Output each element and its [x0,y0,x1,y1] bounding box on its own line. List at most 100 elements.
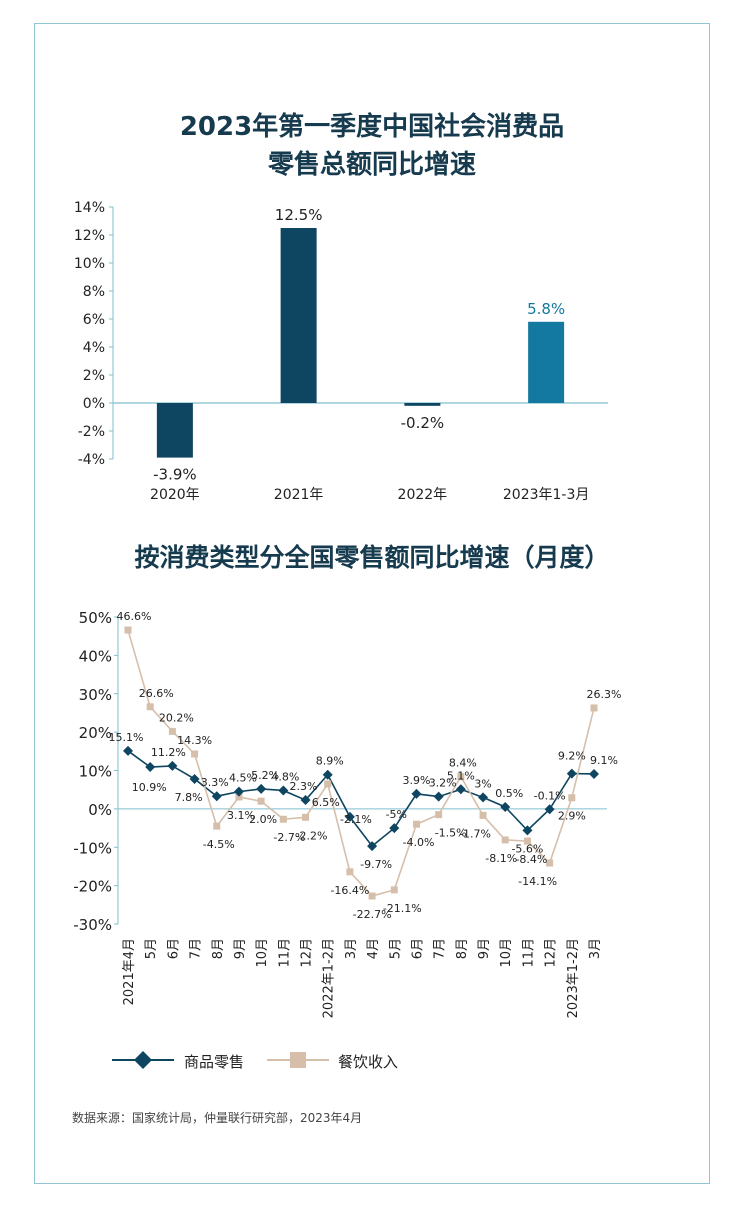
catering-point [146,703,154,711]
bar-value-label: -3.9% [153,466,197,484]
catering-point [568,794,576,802]
catering-point [191,750,199,758]
catering-point [457,773,465,781]
catering-point [279,815,287,823]
bar-chart-title-line-1: 2023年第一季度中国社会消费品 [179,112,565,142]
line-x-tick-label: 8月 [211,938,226,959]
bar-chart: -4% -2% 0% 2% 4% 6% 8% 10% 12% 14% -3.9% 2020年 12.5%… [74,200,608,503]
line-x-tick-label: 2021年4月 [122,938,137,1005]
line-x-tick-label: 5月 [388,938,403,959]
retail-data-label: 0.5% [495,787,523,800]
retail-data-label: 3.2% [429,777,457,790]
retail-data-label: -9.7% [360,858,392,871]
line-x-tick-label: 11月 [277,938,292,968]
line-x-tick-label: 6月 [166,938,181,959]
retail-point [278,785,289,796]
retail-data-label: -5% [386,808,407,821]
bar-y-tick-label: -4% [78,452,105,468]
catering-point [390,886,398,894]
bar [280,228,317,403]
line-x-tick-label: 9月 [233,938,248,959]
line-y-tick-label: 50% [79,609,112,627]
bar-y-tick-label: 10% [74,256,105,272]
retail-data-label: 10.9% [132,781,167,794]
retail-point [189,773,200,784]
line-x-tick-label: 9月 [477,938,492,959]
bar-y-tick-label: 8% [83,284,105,300]
catering-data-label: 2.0% [249,813,277,826]
catering-point [257,797,265,805]
catering-data-label: 6.5% [312,796,340,809]
line-x-tick-label: 8月 [455,938,470,959]
catering-point [479,811,487,819]
legend-diamond-icon [134,1051,152,1069]
catering-point [302,813,310,821]
retail-point [544,804,555,815]
catering-point [590,704,598,712]
retail-point [389,823,400,834]
line-y-tick-label: 10% [79,763,112,781]
catering-data-label: -2.2% [296,829,328,842]
retail-data-label: 9.2% [558,750,586,763]
retail-point [411,788,422,799]
line-chart-title: 按消费类型分全国零售额同比增速（月度） [134,543,610,572]
catering-point [324,780,332,788]
legend-square-icon [290,1052,306,1068]
line-chart: -30% -20% -10% 0% 10% 20% 30% 40% 50% 2021年4月 5月 6月… [73,609,621,1018]
bar [156,403,193,458]
catering-data-label: -4.0% [403,836,435,849]
retail-point [300,795,311,806]
line-x-tick-label: 12月 [544,938,559,968]
bar [404,403,441,406]
retail-point [455,784,466,795]
retail-data-label: 5.1% [447,769,475,782]
catering-data-label: -2.7% [273,831,305,844]
catering-line [127,629,595,897]
catering-point [213,822,221,830]
bar-y-tick-label: 6% [83,312,105,328]
retail-point [233,786,244,797]
bar-y-tick-label: 4% [83,340,105,356]
line-y-tick-label: 20% [79,724,112,742]
catering-data-label: 46.6% [117,610,152,623]
line-x-tick-label: 7月 [189,938,204,959]
retail-data-label: 15.1% [109,731,144,744]
retail-data-label: -5.6% [511,842,543,855]
catering-data-label: 3.1% [227,809,255,822]
line-x-tick-label: 3月 [344,938,359,959]
legend-swatches [112,1051,329,1069]
line-x-tick-label: 5月 [144,938,159,959]
bar-y-tick-label: 14% [74,200,105,216]
catering-data-label: 20.2% [159,711,194,724]
bar-category-label: 2022年 [398,487,448,503]
card-frame [34,23,710,1184]
retail-data-label: 4.8% [271,770,299,783]
retail-point [256,783,267,794]
catering-point [523,837,531,845]
retail-point [500,801,511,812]
retail-data-label: 3% [474,777,491,790]
retail-point [433,791,444,802]
retail-data-label: 11.2% [151,746,186,759]
bar-category-label: 2021年 [274,487,324,503]
line-y-tick-label: -10% [73,839,112,857]
line-x-tick-label: 3月 [588,938,603,959]
retail-point [478,792,489,803]
catering-data-label: -1.7% [459,827,491,840]
catering-data-label: 8.4% [449,757,477,770]
line-x-tick-label: 11月 [521,938,536,968]
bar-value-label: 5.8% [527,300,565,318]
catering-point [235,793,243,801]
line-x-tick-label: 6月 [410,938,425,959]
catering-data-label: -8.1% [485,852,517,865]
bar-y-tick-label: 2% [83,368,105,384]
catering-data-label: 2.9% [558,810,586,823]
bar-value-label: 12.5% [275,206,323,224]
retail-data-label: 8.9% [316,755,344,768]
retail-data-label: 4.5% [229,772,257,785]
retail-point [344,811,355,822]
catering-point [346,868,354,876]
retail-point [522,825,533,836]
retail-point [589,768,599,779]
bar-chart-title-line-2: 零售总额同比增速 [267,150,476,180]
